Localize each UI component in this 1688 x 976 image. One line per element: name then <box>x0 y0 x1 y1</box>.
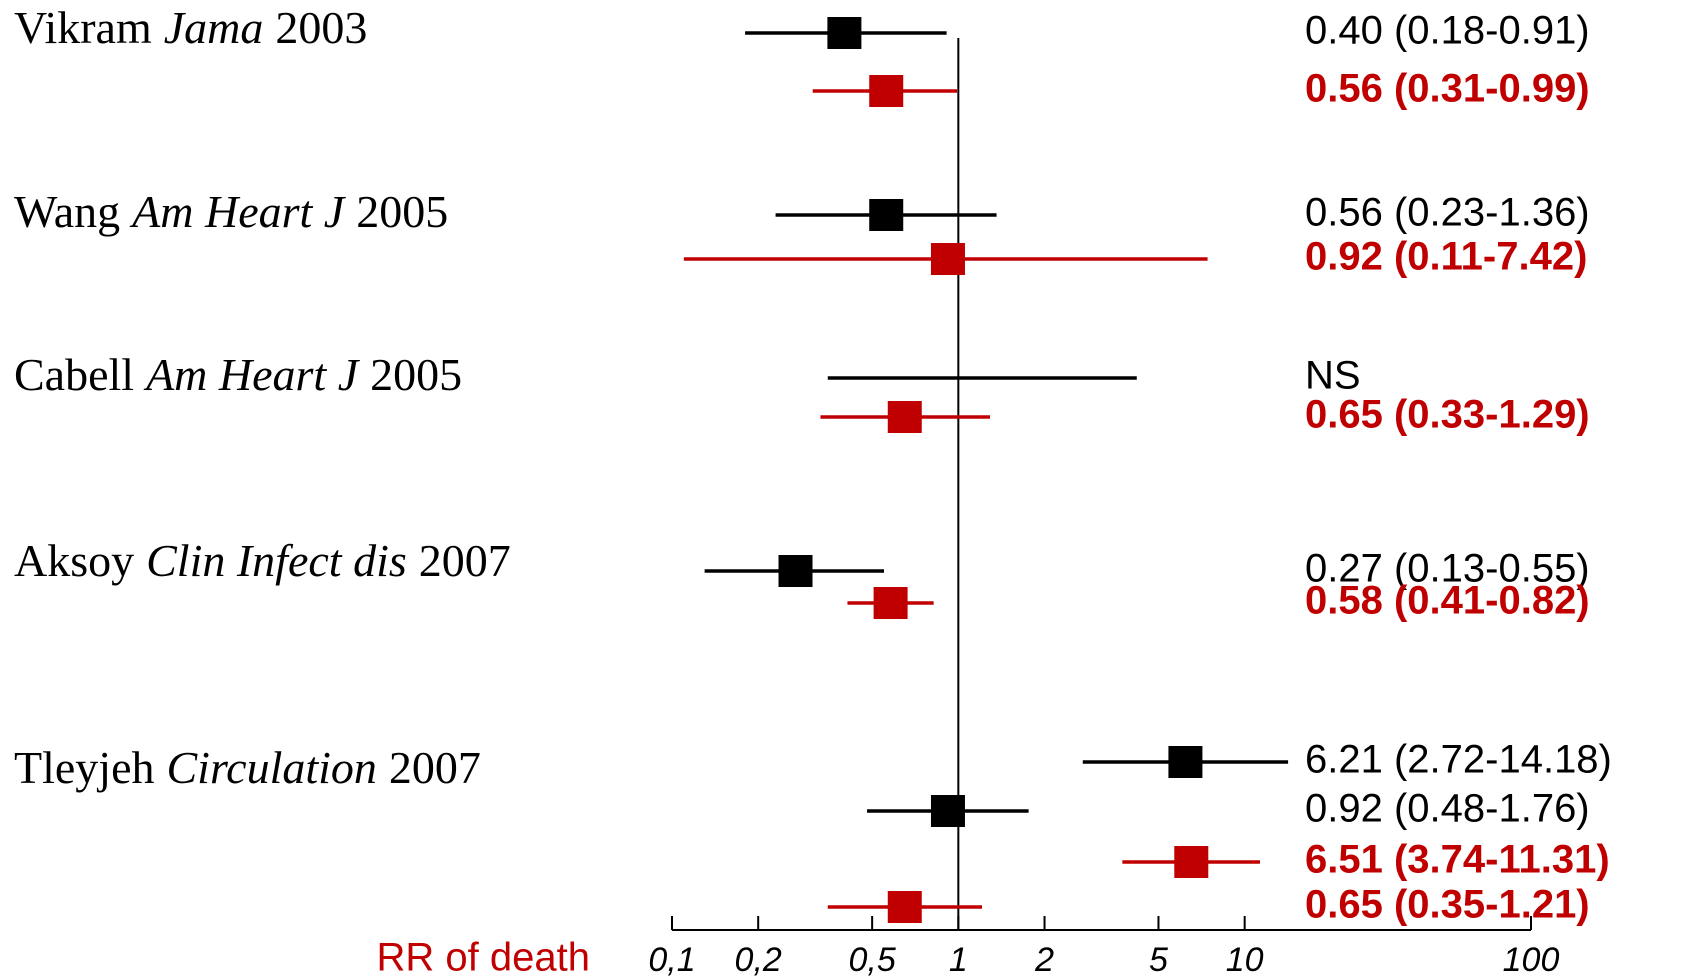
estimate-label: 0.27 (0.13-0.55) <box>1305 547 1590 591</box>
study-journal: Am Heart J <box>143 349 361 400</box>
estimate-square <box>869 199 904 231</box>
study-journal: Jama <box>164 2 264 53</box>
study-journal: Circulation <box>167 742 377 793</box>
study-journal: Clin Infect dis <box>146 535 407 586</box>
estimate-label: 6.21 (2.72-14.18) <box>1305 738 1612 782</box>
x-axis-label: RR of death <box>377 936 590 976</box>
estimate-label: 0.65 (0.35-1.21) <box>1305 883 1590 927</box>
estimate-label: NS <box>1305 354 1361 398</box>
estimate-square <box>930 243 965 275</box>
x-tick-label: 0,5 <box>849 941 896 976</box>
study-year: 2007 <box>419 535 511 586</box>
study-year: 2007 <box>389 742 481 793</box>
x-tick-label: 2 <box>1034 941 1054 976</box>
estimate-square <box>887 401 922 433</box>
study-author: Vikram <box>14 2 152 53</box>
estimate-square <box>827 17 862 49</box>
study-author: Aksoy <box>14 535 134 586</box>
study-name: Aksoy Clin Infect dis 2007 <box>14 535 511 586</box>
estimate-label: 0.92 (0.11-7.42) <box>1305 235 1587 279</box>
estimate-label: 0.56 (0.31-0.99) <box>1305 67 1590 111</box>
estimate-square <box>930 795 965 827</box>
study-author: Tleyjeh <box>14 742 155 793</box>
x-tick-label: 10 <box>1226 941 1264 976</box>
study-year: 2005 <box>356 186 448 237</box>
study-name: Vikram Jama 2003 <box>14 2 367 53</box>
estimate-label: 6.51 (3.74-11.31) <box>1305 838 1610 882</box>
study-journal: Am Heart J <box>129 186 347 237</box>
estimate-square <box>873 587 908 619</box>
x-tick-label: 0,1 <box>648 941 695 976</box>
estimate-label: 0.92 (0.48-1.76) <box>1305 787 1590 831</box>
estimate-label: 0.58 (0.41-0.82) <box>1305 579 1590 623</box>
estimate-square <box>1174 846 1209 878</box>
study-name: Cabell Am Heart J 2005 <box>14 349 462 400</box>
study-author: Cabell <box>14 349 134 400</box>
study-author: Wang <box>14 186 120 237</box>
estimate-square <box>778 555 813 587</box>
study-name: Tleyjeh Circulation 2007 <box>14 742 481 793</box>
estimate-square <box>887 891 922 923</box>
study-year: 2005 <box>370 349 462 400</box>
study-year: 2003 <box>275 2 367 53</box>
x-tick-label: 1 <box>949 941 968 976</box>
estimate-square <box>1168 746 1203 778</box>
study-name: Wang Am Heart J 2005 <box>14 186 448 237</box>
estimate-label: 0.40 (0.18-0.91) <box>1305 9 1590 53</box>
estimate-label: 0.56 (0.23-1.36) <box>1305 191 1590 235</box>
x-tick-label: 100 <box>1503 941 1560 976</box>
estimate-label: 0.65 (0.33-1.29) <box>1305 393 1590 437</box>
x-tick-label: 5 <box>1149 941 1168 976</box>
x-tick-label: 0,2 <box>735 941 782 976</box>
estimate-square <box>869 75 904 107</box>
